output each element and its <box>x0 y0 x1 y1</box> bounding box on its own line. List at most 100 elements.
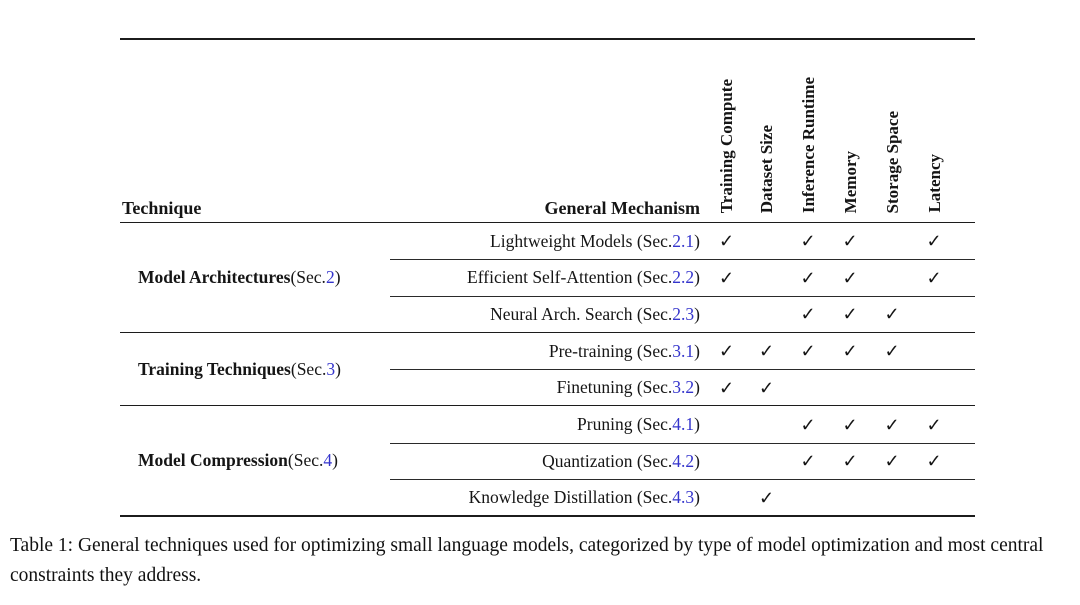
check-cell: ✓ <box>913 442 955 479</box>
mechanism-text-close: ) <box>694 450 700 471</box>
section-3-2-link[interactable]: 3.2 <box>672 377 695 398</box>
section-2-2-link[interactable]: 2.2 <box>672 267 695 288</box>
mechanism-text: Neural Arch. Search (Sec. <box>490 303 673 324</box>
spacer <box>955 479 975 515</box>
check-cell <box>871 223 913 259</box>
section-4-3-link[interactable]: 4.3 <box>672 487 695 508</box>
check-cell: ✓ <box>884 341 900 362</box>
group-name: Model Compression <box>138 450 288 471</box>
check-cell <box>746 295 787 332</box>
check-cell <box>871 479 913 515</box>
mechanism-finetuning: Finetuning (Sec. 3.2) <box>390 369 707 405</box>
check-cell: ✓ <box>787 295 829 332</box>
check-cell <box>829 479 871 515</box>
check-cell: ✓ <box>718 231 735 252</box>
mechanism-pruning: Pruning (Sec. 4.1) <box>390 406 707 442</box>
check-cell: ✓ <box>787 259 829 295</box>
check-cell: ✓ <box>746 479 787 515</box>
training-compute-label: Training Compute <box>717 78 736 213</box>
check-cell: ✓ <box>718 341 735 362</box>
storage-space-column-header: Storage Space <box>882 110 902 222</box>
section-4-1-link[interactable]: 4.1 <box>672 414 695 435</box>
mechanism-text-close: ) <box>694 377 700 398</box>
check-cell: ✓ <box>829 295 871 332</box>
section-3-link[interactable]: 3 <box>326 358 336 379</box>
spacer <box>955 295 975 332</box>
check-cell <box>913 369 955 405</box>
section-2-1-link[interactable]: 2.1 <box>672 230 695 251</box>
check-cell <box>913 479 955 515</box>
check-cell: ✓ <box>758 341 775 362</box>
section-model-compression: Model Compression (Sec. 4) Pruning (Sec.… <box>120 405 975 515</box>
storage-space-label: Storage Space <box>882 110 902 213</box>
general-mechanism-column-header: General Mechanism <box>544 198 700 218</box>
check-cell: ✓ <box>884 414 900 435</box>
mechanism-text: Lightweight Models (Sec. <box>490 230 673 251</box>
section-2-link[interactable]: 2 <box>325 266 335 287</box>
sec-close: ) <box>332 450 338 471</box>
check-cell <box>871 259 913 295</box>
check-cell <box>707 442 746 479</box>
section-3-1-link[interactable]: 3.1 <box>672 340 695 361</box>
mechanism-text: Efficient Self-Attention (Sec. <box>467 267 673 288</box>
check-cell <box>913 295 955 332</box>
memory-column-header: Memory <box>840 150 860 222</box>
memory-label: Memory <box>840 150 860 213</box>
mechanism-text-close: ) <box>694 487 700 508</box>
check-cell <box>746 442 787 479</box>
technique-column-header: Technique <box>122 198 202 218</box>
mechanism-text-close: ) <box>694 230 700 251</box>
group-label-model-compression: Model Compression (Sec. 4) <box>120 406 390 515</box>
table-header-row: Technique General Mechanism Training Com… <box>120 40 975 223</box>
latency-label: Latency <box>924 154 944 213</box>
mechanism-text: Pruning (Sec. <box>577 414 673 435</box>
sec-prefix: (Sec. <box>287 450 324 471</box>
spacer <box>955 369 975 405</box>
mechanism-text-close: ) <box>694 414 700 435</box>
group-name: Model Architectures <box>138 266 291 287</box>
latency-column-header: Latency <box>924 154 944 222</box>
mechanism-text-close: ) <box>694 340 700 361</box>
section-4-2-link[interactable]: 4.2 <box>672 450 695 471</box>
check-cell: ✓ <box>842 341 858 362</box>
check-cell: ✓ <box>800 231 816 252</box>
mechanism-text-close: ) <box>694 267 700 288</box>
group-label-model-architectures: Model Architectures (Sec. 2) <box>120 223 390 332</box>
inference-runtime-label: Inference Runtime <box>798 76 818 213</box>
spacer <box>955 333 975 369</box>
check-cell <box>913 333 955 369</box>
sec-close: ) <box>334 266 341 287</box>
table-caption: Table 1: General techniques used for opt… <box>10 535 1044 586</box>
sec-prefix: (Sec. <box>290 358 327 379</box>
section-2-3-link[interactable]: 2.3 <box>672 303 695 324</box>
spacer <box>955 223 975 259</box>
mechanism-lightweight-models: Lightweight Models (Sec. 2.1) <box>390 223 707 259</box>
dataset-size-column-header: Dataset Size <box>757 124 776 222</box>
check-cell: ✓ <box>829 259 871 295</box>
section-4-link[interactable]: 4 <box>323 450 333 471</box>
dataset-size-label: Dataset Size <box>757 124 776 213</box>
check-cell: ✓ <box>871 295 913 332</box>
check-cell: ✓ <box>913 259 955 295</box>
spacer <box>955 259 975 295</box>
check-cell: ✓ <box>800 414 816 435</box>
check-cell: ✓ <box>842 231 858 252</box>
mechanism-knowledge-distillation: Knowledge Distillation (Sec. 4.3) <box>390 479 707 515</box>
mechanism-quantization: Quantization (Sec. 4.2) <box>390 442 707 479</box>
mechanism-text-close: ) <box>694 303 700 324</box>
spacer <box>955 442 975 479</box>
check-cell <box>707 295 746 332</box>
check-cell: ✓ <box>829 442 871 479</box>
mechanism-text: Pre-training (Sec. <box>548 340 673 361</box>
check-cell <box>746 223 787 259</box>
mechanism-text: Finetuning (Sec. <box>556 377 673 398</box>
check-cell <box>746 406 787 442</box>
check-cell <box>787 369 829 405</box>
check-cell <box>787 479 829 515</box>
check-cell: ✓ <box>800 341 816 362</box>
check-cell <box>871 369 913 405</box>
mechanism-text: Knowledge Distillation (Sec. <box>468 487 673 508</box>
check-cell: ✓ <box>871 442 913 479</box>
mechanism-text: Quantization (Sec. <box>542 450 673 471</box>
